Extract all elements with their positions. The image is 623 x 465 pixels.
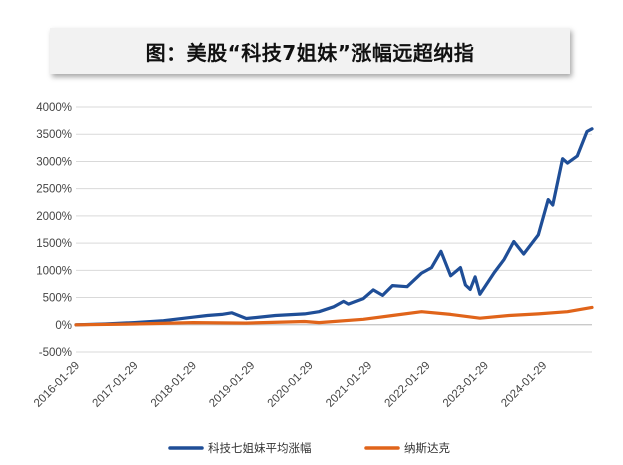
y-tick-label: 2500% — [36, 184, 72, 196]
chart-title-box: 图：美股“科技7姐妹”涨幅远超纳指 — [50, 28, 570, 74]
x-tick-label: 2019-01-29 — [207, 360, 257, 410]
x-tick-label: 2016-01-29 — [32, 360, 82, 410]
x-tick-label: 2023-01-29 — [441, 360, 491, 410]
series-line-1 — [74, 127, 594, 327]
y-tick-label: 1500% — [36, 238, 72, 250]
legend-label-1: 科技七姐妹平均涨幅 — [208, 441, 312, 455]
y-tick-label: 1000% — [36, 265, 72, 277]
y-tick-label: 2000% — [36, 211, 72, 223]
y-tick-label: 3500% — [36, 129, 72, 141]
y-tick-label: 4000% — [36, 102, 72, 114]
chart-title: 图：美股“科技7姐妹”涨幅远超纳指 — [145, 40, 475, 65]
x-tick-label: 2020-01-29 — [266, 360, 316, 410]
x-tick-label: 2021-01-29 — [324, 360, 374, 410]
y-tick-label: 0% — [55, 320, 72, 332]
x-tick-label: 2017-01-29 — [91, 360, 141, 410]
series-line-2 — [74, 305, 594, 327]
y-tick-label: 500% — [43, 293, 72, 305]
x-tick-label: 2018-01-29 — [149, 360, 199, 410]
legend-label-2: 纳斯达克 — [404, 441, 450, 455]
x-tick-label: 2024-01-29 — [499, 360, 549, 410]
y-tick-label: -500% — [39, 347, 72, 359]
x-tick-label: 2022-01-29 — [383, 360, 433, 410]
y-tick-label: 3000% — [36, 156, 72, 168]
